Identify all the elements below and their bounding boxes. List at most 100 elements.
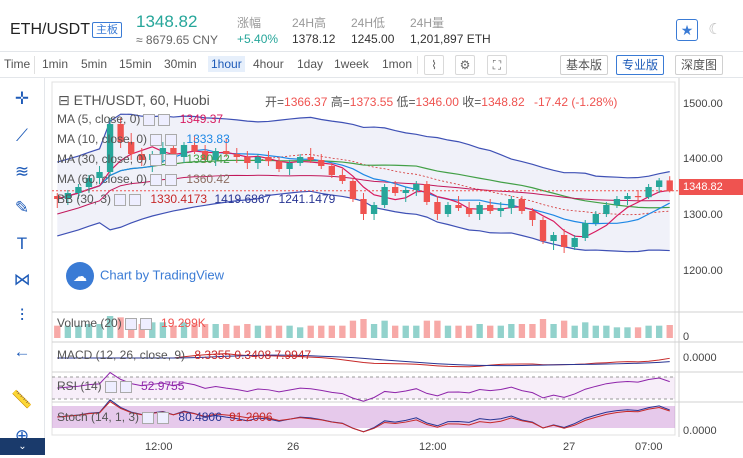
legend-close-icon[interactable] bbox=[165, 173, 178, 186]
collapse-legend-icon[interactable]: ⊟ bbox=[58, 92, 70, 108]
tf-1week[interactable]: 1week bbox=[334, 57, 369, 71]
candle-body bbox=[613, 199, 621, 205]
volume-bar bbox=[339, 325, 346, 338]
volume-bar bbox=[434, 320, 441, 338]
volume-bar bbox=[518, 324, 526, 338]
view-depth-button[interactable]: 深度图 bbox=[675, 55, 724, 75]
current-price-label: 1348.82 bbox=[679, 179, 743, 195]
volume-bar bbox=[54, 325, 61, 338]
volume-bar bbox=[265, 325, 272, 338]
ohlc-change: -17.42 (-1.28%) bbox=[534, 95, 618, 109]
tradingview-watermark[interactable]: ☁ Chart by TradingView bbox=[66, 262, 224, 292]
candle-body bbox=[318, 160, 325, 166]
legend-close-icon[interactable] bbox=[158, 113, 171, 126]
legend-settings-icon[interactable] bbox=[143, 113, 156, 126]
settings-gear-icon[interactable]: ⚙ bbox=[455, 55, 475, 75]
volume-bar bbox=[539, 319, 547, 338]
pattern-icon[interactable]: ⋈ bbox=[13, 270, 31, 289]
stoch-y-tick: 0.0000 bbox=[683, 425, 717, 437]
tf-1day[interactable]: 1day bbox=[297, 57, 324, 71]
measure-icon[interactable]: ⫶ bbox=[19, 306, 25, 325]
back-arrow-icon[interactable]: ← bbox=[13, 342, 31, 361]
legend-close-icon[interactable] bbox=[165, 153, 178, 166]
volume-bar bbox=[550, 324, 557, 338]
legend-close-icon[interactable] bbox=[119, 380, 132, 393]
tf-15min[interactable]: 15min bbox=[119, 57, 152, 71]
legend-settings-icon[interactable] bbox=[124, 317, 137, 330]
text-icon[interactable]: T bbox=[16, 234, 28, 253]
candle-body bbox=[655, 180, 663, 187]
volume-bar bbox=[360, 319, 367, 338]
volume-bar bbox=[465, 325, 473, 338]
legend-close-icon[interactable] bbox=[165, 133, 178, 146]
ohlc-close: 1348.82 bbox=[481, 95, 525, 109]
volume-bar bbox=[582, 322, 589, 338]
candle-body bbox=[370, 205, 378, 214]
volume-bar bbox=[571, 325, 578, 338]
volume-bar bbox=[413, 325, 420, 338]
stat-label-low: 24H低 bbox=[351, 16, 386, 30]
crosshair-icon[interactable]: ✛ bbox=[14, 89, 30, 108]
candle-body bbox=[392, 187, 399, 193]
legend-close-icon[interactable] bbox=[139, 317, 152, 330]
tf-5min[interactable]: 5min bbox=[81, 57, 108, 71]
candle-body bbox=[518, 199, 526, 211]
last-price: 1348.82 bbox=[136, 12, 198, 31]
night-mode-icon[interactable]: ☾ bbox=[708, 21, 722, 38]
legend-settings-icon[interactable] bbox=[142, 411, 155, 424]
volume-bar bbox=[149, 322, 156, 338]
legend-settings-icon[interactable] bbox=[150, 133, 163, 146]
candle-body bbox=[508, 199, 515, 208]
volume-bar bbox=[455, 325, 462, 338]
fullscreen-icon[interactable]: ⛶ bbox=[487, 55, 507, 75]
legend-settings-icon[interactable] bbox=[150, 153, 163, 166]
legend-close-icon[interactable] bbox=[157, 411, 170, 424]
brush-icon[interactable]: ✎ bbox=[14, 198, 30, 217]
view-pro-button[interactable]: 专业版 bbox=[616, 55, 665, 75]
ohlc-row: 开=1366.37 高=1373.55 低=1346.00 收=1348.82 … bbox=[265, 95, 618, 109]
favorite-star-icon[interactable]: ★ bbox=[676, 19, 698, 41]
tf-1min[interactable]: 1min bbox=[42, 57, 69, 71]
candle-body bbox=[286, 163, 293, 169]
trendline-icon[interactable]: ⟋ bbox=[16, 126, 28, 145]
ruler-icon[interactable]: 📏 bbox=[11, 390, 33, 409]
pair-name[interactable]: ETH/USDT bbox=[10, 21, 90, 38]
tf-time[interactable]: Time bbox=[4, 57, 31, 71]
volume-bar bbox=[349, 320, 357, 338]
tf-1hour[interactable]: 1hour bbox=[208, 56, 245, 72]
volume-bar bbox=[392, 325, 399, 338]
candle-body bbox=[254, 157, 262, 163]
candle-body bbox=[244, 157, 251, 163]
cloud-logo-icon: ☁ bbox=[66, 262, 94, 290]
candle-body bbox=[603, 205, 610, 214]
ohlc-open: 1366.37 bbox=[284, 95, 328, 109]
legend-settings-icon[interactable] bbox=[114, 193, 127, 206]
ticker-header: ETH/USDT 主板 1348.82 ≈ 8679.65 CNY 涨幅 +5.… bbox=[0, 0, 743, 52]
divider bbox=[417, 56, 418, 74]
candle-body bbox=[582, 223, 589, 238]
volume-bar bbox=[634, 327, 642, 338]
chart-style-icon[interactable]: ⌇ bbox=[424, 55, 444, 75]
tf-30min[interactable]: 30min bbox=[164, 57, 197, 71]
stat-label-high: 24H高 bbox=[292, 16, 327, 30]
legend-settings-icon[interactable] bbox=[104, 380, 117, 393]
candle-body bbox=[265, 157, 272, 162]
candle-body bbox=[434, 202, 441, 214]
volume-y-tick: 0 bbox=[683, 331, 689, 343]
candle-body bbox=[85, 178, 93, 187]
candle-body bbox=[455, 205, 462, 208]
drawing-toolbar: ✛ ⟋ ≋ ✎ T ⋈ ⫶ ← 📏 ⊕ bbox=[0, 78, 45, 455]
candle-body bbox=[465, 208, 473, 214]
legend-close-icon[interactable] bbox=[129, 193, 142, 206]
volume-bar bbox=[170, 325, 177, 338]
fib-icon[interactable]: ≋ bbox=[14, 162, 30, 181]
stat-label-change: 涨幅 bbox=[237, 16, 262, 30]
collapse-toolbar-icon[interactable]: ⌄ bbox=[0, 438, 45, 455]
candle-body bbox=[296, 157, 304, 163]
volume-bar bbox=[381, 320, 388, 338]
tf-1mon[interactable]: 1mon bbox=[382, 57, 413, 71]
tf-4hour[interactable]: 4hour bbox=[253, 57, 284, 71]
view-basic-button[interactable]: 基本版 bbox=[560, 55, 609, 75]
candle-body bbox=[645, 187, 652, 198]
legend-settings-icon[interactable] bbox=[150, 173, 163, 186]
